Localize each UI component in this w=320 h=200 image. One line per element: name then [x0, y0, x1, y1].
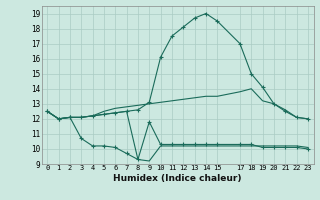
X-axis label: Humidex (Indice chaleur): Humidex (Indice chaleur) — [113, 174, 242, 183]
